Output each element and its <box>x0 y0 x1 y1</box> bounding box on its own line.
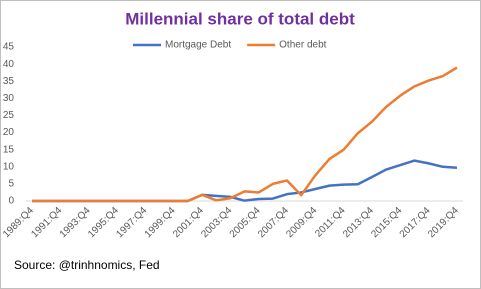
y-tick-label: 10 <box>3 161 15 172</box>
y-tick-label: 40 <box>3 59 15 70</box>
y-tick-label: 30 <box>3 93 15 104</box>
y-tick-label: 45 <box>3 42 15 53</box>
y-tick-label: 25 <box>3 110 15 121</box>
y-tick-label: 5 <box>8 179 14 190</box>
y-tick-label: 0 <box>8 196 14 207</box>
source-note: Source: @trinhnomics, Fed <box>14 258 160 272</box>
data-line <box>32 66 458 203</box>
y-tick-label: 20 <box>3 127 15 138</box>
chart-title: Millennial share of total debt <box>125 9 355 28</box>
y-tick-label: 15 <box>3 144 15 155</box>
legend-label: Other debt <box>279 40 326 51</box>
y-tick-label: 35 <box>3 76 15 87</box>
legend-label: Mortgage Debt <box>165 40 231 51</box>
